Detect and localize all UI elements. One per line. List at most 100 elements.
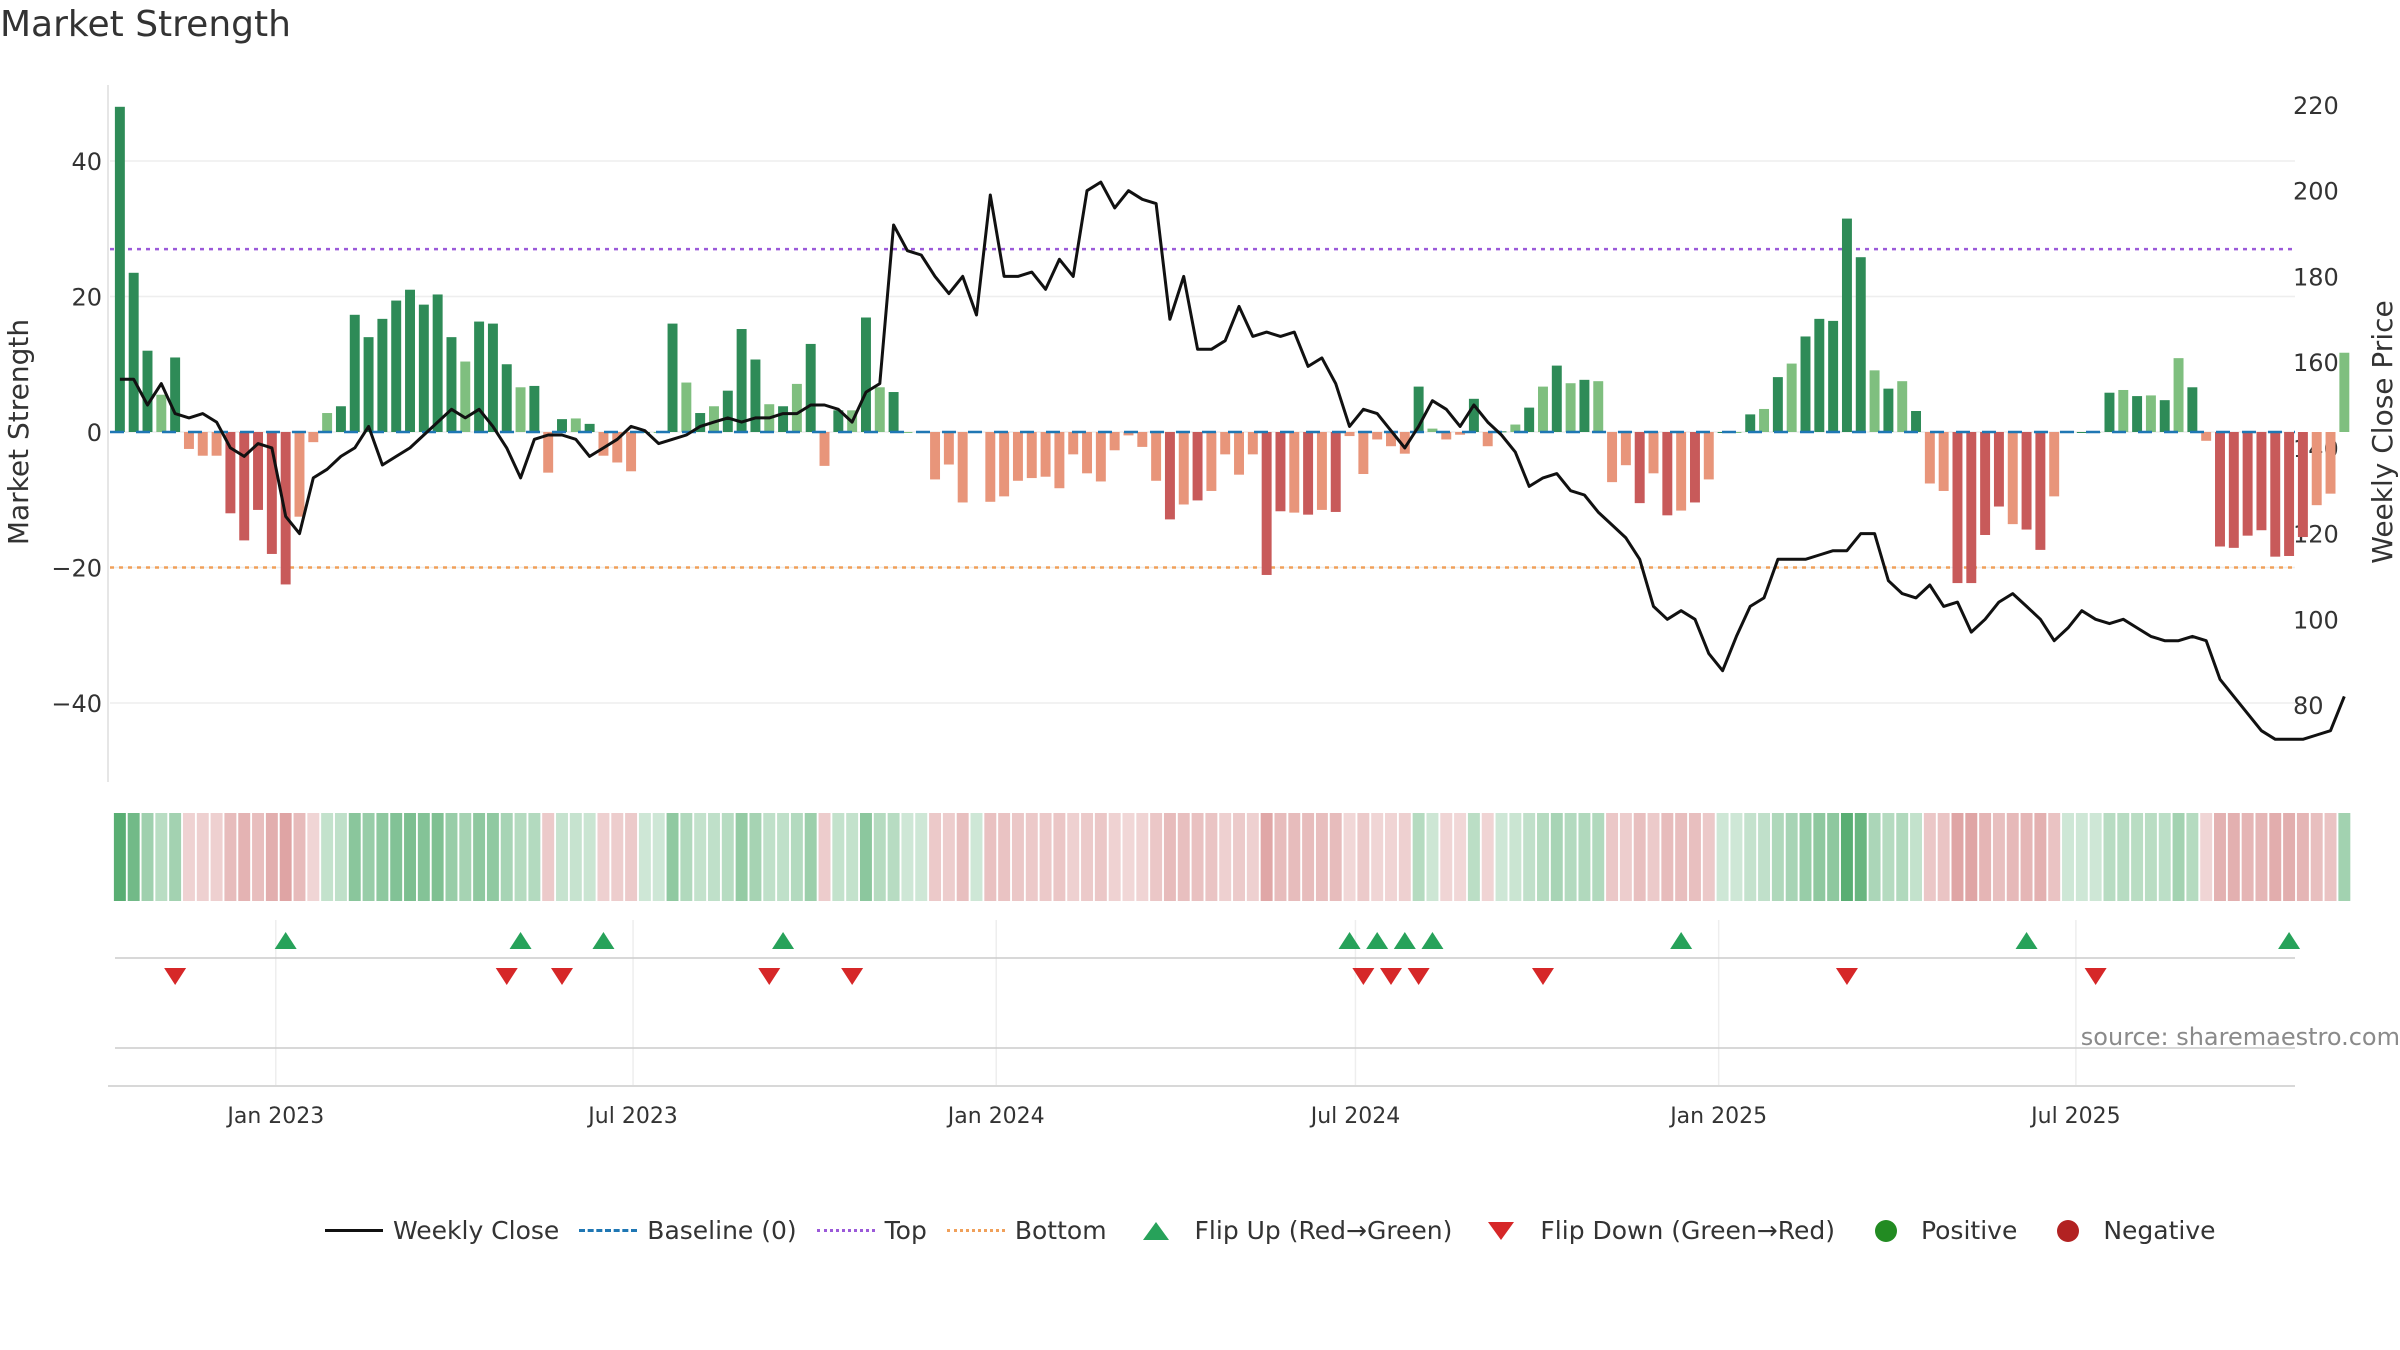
heatmap-cell [1730, 813, 1743, 901]
strength-bar [2311, 432, 2322, 506]
legend-swatch [325, 1229, 383, 1232]
y-left-axis-label: Market Strength [2, 319, 35, 545]
strength-bar [1579, 379, 1590, 432]
y-right-tick-label: 220 [2293, 92, 2339, 120]
x-tick-label: Jul 2024 [1309, 1104, 1401, 1129]
strength-bar [1054, 432, 1065, 489]
heatmap-cell [777, 813, 790, 901]
heatmap-cell [2283, 813, 2296, 901]
heatmap-cell [1067, 813, 1080, 901]
strength-bar [294, 432, 305, 517]
heatmap-cell [1509, 813, 1522, 901]
heatmap-cell [486, 813, 499, 901]
strength-bar [2021, 432, 2032, 530]
heatmap-cell [265, 813, 278, 901]
heatmap-cell [1053, 813, 1066, 901]
flip-up-marker [2278, 932, 2301, 949]
heatmap-cell [846, 813, 859, 901]
heatmap-cell [1813, 813, 1826, 901]
strength-bar [2215, 432, 2225, 547]
heatmap-cell [1315, 813, 1328, 901]
flip-up-marker [274, 932, 297, 949]
heatmap-cell [155, 813, 168, 901]
heatmap-cell [1564, 813, 1577, 901]
strength-bar [183, 432, 194, 449]
legend-swatch [816, 1229, 875, 1232]
heatmap-cell [1910, 813, 1923, 901]
heatmap-cell [1758, 813, 1771, 901]
y-right-tick-label: 160 [2293, 349, 2339, 377]
strength-bar [1731, 432, 1742, 433]
strength-bar [722, 390, 733, 432]
heatmap-cell [1481, 813, 1494, 901]
heatmap-cell [2255, 813, 2268, 901]
strength-bar [377, 318, 388, 432]
heatmap-cell [2269, 813, 2282, 901]
flip-up-marker [1338, 932, 1361, 949]
strength-bar [778, 406, 789, 432]
flip-up-marker [1393, 932, 1416, 949]
heatmap-cell [1661, 813, 1674, 901]
heatmap-cell [348, 813, 361, 901]
heatmap-cell [2075, 813, 2088, 901]
flip-down-marker [551, 968, 574, 985]
legend-item: Weekly Close [325, 1216, 559, 1245]
strength-bar [1358, 432, 1369, 475]
heatmap-cell [1150, 813, 1163, 901]
strength-bar [1330, 432, 1341, 512]
legend-label: Flip Down (Green→Red) [1540, 1216, 1835, 1245]
heatmap-cell [901, 813, 914, 901]
heatmap-cell [915, 813, 928, 901]
heatmap-cell [1868, 813, 1881, 901]
strength-bar [1441, 432, 1452, 440]
flip-down-marker [2084, 968, 2107, 985]
strength-bar [156, 394, 167, 432]
strength-bar [1289, 432, 1300, 513]
strength-bar [2284, 432, 2295, 556]
heatmap-cell [638, 813, 651, 901]
heatmap-cell [735, 813, 748, 901]
flip-down-marker [1531, 968, 1554, 985]
flip-up-marker [772, 932, 795, 949]
heatmap-cell [1371, 813, 1384, 901]
heatmap-cell [832, 813, 845, 901]
heatmap-cell [376, 813, 389, 901]
heatmap-cell [528, 813, 541, 901]
heatmap-cell [1744, 813, 1757, 901]
heatmap-cell [1937, 813, 1950, 901]
strength-bar [225, 432, 236, 514]
heatmap-cell [1979, 813, 1992, 901]
heatmap-cell [1578, 813, 1591, 901]
heatmap-cell [1840, 813, 1853, 901]
strength-bar [335, 406, 346, 432]
strength-bar [2256, 432, 2267, 531]
heatmap-cell [1454, 813, 1467, 901]
strength-bar [985, 432, 996, 502]
strength-bar [2228, 432, 2239, 548]
heatmap-cell [2200, 813, 2213, 901]
heatmap-cell [1205, 813, 1218, 901]
y-right-tick-label: 180 [2293, 263, 2339, 291]
heatmap-cell [390, 813, 403, 901]
strength-bar [1924, 432, 1935, 484]
strength-bar [1786, 363, 1797, 432]
strength-bar [736, 329, 747, 432]
heatmap-cell [970, 813, 983, 901]
strength-bar [570, 418, 581, 432]
strength-bar [1123, 432, 1134, 436]
strength-bar [1082, 432, 1093, 474]
flip-down-marker [841, 968, 864, 985]
strength-bar [2187, 387, 2198, 432]
strength-bar [1634, 432, 1645, 504]
flip-down-marker [164, 968, 187, 985]
x-tick-label: Jan 2025 [1668, 1104, 1767, 1129]
strength-bar [1206, 432, 1217, 491]
strength-bar [1538, 386, 1548, 432]
flip-up-marker [1670, 932, 1693, 949]
strength-bar [1068, 432, 1079, 455]
strength-bar [1689, 432, 1700, 503]
strength-bar [2339, 352, 2350, 432]
strength-bar [2325, 432, 2336, 494]
strength-bar [791, 383, 802, 432]
legend-item: Flip Up (Red→Green) [1127, 1216, 1452, 1245]
